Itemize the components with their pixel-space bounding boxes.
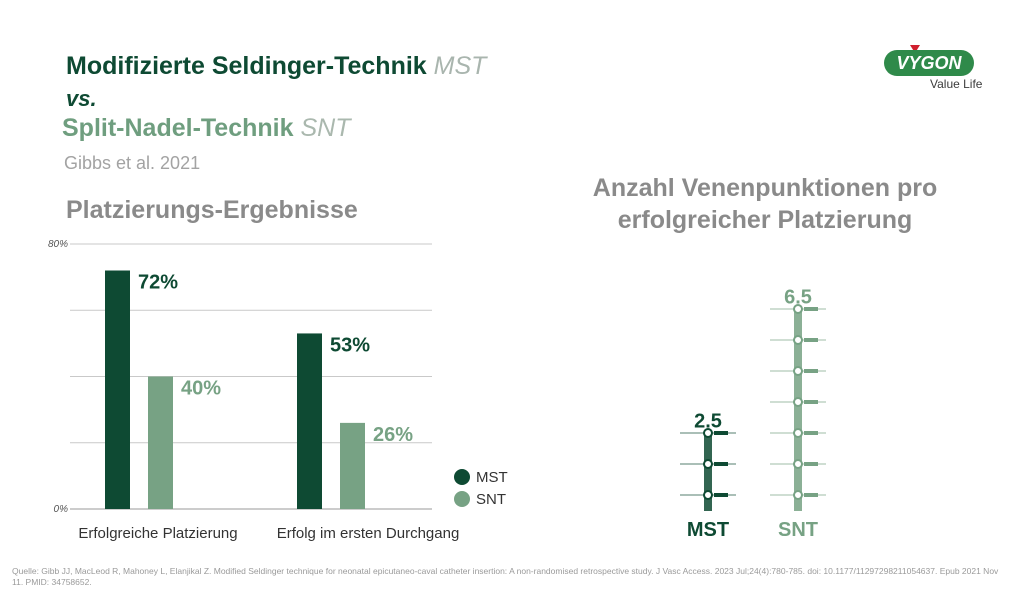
x-tick-label: Erfolgreiche Platzierung <box>78 525 237 542</box>
title-alt: Split-Nadel-Technik SNT <box>62 114 350 143</box>
chart2-title: Anzahl Venenpunktionen pro erfolgreicher… <box>592 174 938 234</box>
data-label: 53% <box>330 334 370 356</box>
legend-label: MST <box>476 469 508 486</box>
citation: Gibbs et al. 2021 <box>64 153 201 173</box>
snt-needle-stack <box>770 304 826 511</box>
needle-icon <box>793 304 803 314</box>
data-label: 40% <box>181 378 221 400</box>
needle-shaft <box>794 309 802 511</box>
title-alt-text: Split-Nadel-Technik <box>62 114 294 142</box>
logo-triangle-icon <box>910 45 920 53</box>
x-tick-label: MST <box>687 519 729 541</box>
needle-icon <box>793 428 803 438</box>
bar-snt <box>340 422 365 509</box>
legend-marker <box>454 469 470 485</box>
needle-icon <box>793 490 803 500</box>
versus-label: vs. <box>66 86 97 111</box>
needle-shaft <box>704 433 712 511</box>
needle-icon <box>703 459 713 469</box>
logo-tagline: Value Life <box>930 77 983 91</box>
title-main-text: Modifizierte Seldinger-Technik <box>66 52 427 80</box>
title-alt-abbr: SNT <box>300 114 351 142</box>
legend-marker <box>454 491 470 507</box>
bar-mst <box>105 270 130 509</box>
needle-icon <box>793 397 803 407</box>
needle-icon <box>793 366 803 376</box>
chart1-title: Platzierungs-Ergebnisse <box>66 196 358 224</box>
bar-mst <box>297 333 322 509</box>
needle-icon <box>793 459 803 469</box>
data-label: 72% <box>138 272 178 294</box>
data-label: 2.5 <box>694 411 722 433</box>
needle-icon <box>703 428 713 438</box>
source-footer: Quelle: Gibb JJ, MacLeod R, Mahoney L, E… <box>12 566 999 587</box>
title-main-abbr: MST <box>433 52 487 80</box>
needle-icon <box>793 335 803 345</box>
bar-snt <box>148 376 173 509</box>
vygon-logo: VYGON <box>884 50 974 76</box>
data-label: 26% <box>373 424 413 446</box>
x-tick-label: SNT <box>778 519 818 541</box>
x-tick-label: Erfolg im ersten Durchgang <box>277 525 460 542</box>
title-main: Modifizierte Seldinger-Technik MST <box>66 52 486 81</box>
y-tick-label: 0% <box>54 504 69 515</box>
mst-needle-stack <box>680 428 736 511</box>
data-label: 6.5 <box>784 287 812 309</box>
y-tick-label: 80% <box>48 239 68 250</box>
legend-label: SNT <box>476 491 506 508</box>
needle-icon <box>703 490 713 500</box>
